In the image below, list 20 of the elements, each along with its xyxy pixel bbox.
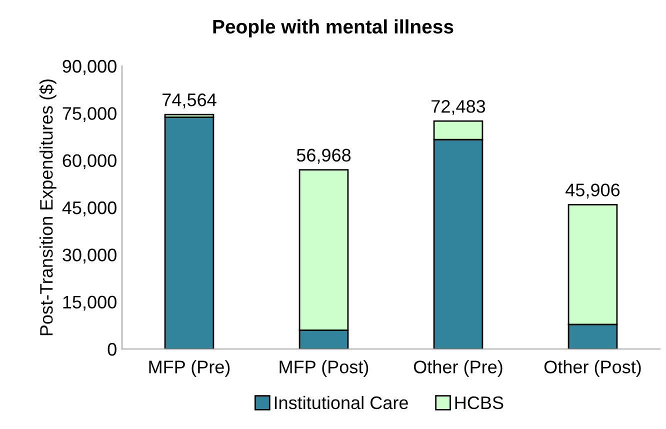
y-tick-label: 0	[108, 342, 116, 356]
bar	[164, 116, 214, 349]
y-axis-title: Post-Transition Expenditures ($)	[39, 80, 56, 336]
total-label: 74,564	[162, 93, 216, 108]
total-label: 72,483	[432, 100, 486, 115]
x-tick-label: MFP (Post)	[280, 360, 368, 377]
x-tick-label: Other (Post)	[544, 360, 641, 377]
y-tick-label: 60,000	[62, 154, 116, 170]
legend-label: Institutional Care	[274, 396, 408, 410]
x-tick-label: Other (Pre)	[414, 360, 502, 377]
y-tick-label: 75,000	[62, 107, 116, 122]
total-label: 45,906	[566, 184, 620, 198]
y-tick-label: 15,000	[63, 296, 116, 311]
legend-label: HCBS	[455, 396, 504, 410]
chart-title: People with mental illness	[213, 19, 454, 38]
total-label: 56,968	[296, 148, 351, 164]
y-tick-label: 30,000	[62, 248, 116, 264]
y-tick-label: 90,000	[62, 60, 116, 75]
y-tick-label: 45,000	[62, 201, 116, 216]
x-tick-label: MFP (Pre)	[149, 360, 230, 377]
